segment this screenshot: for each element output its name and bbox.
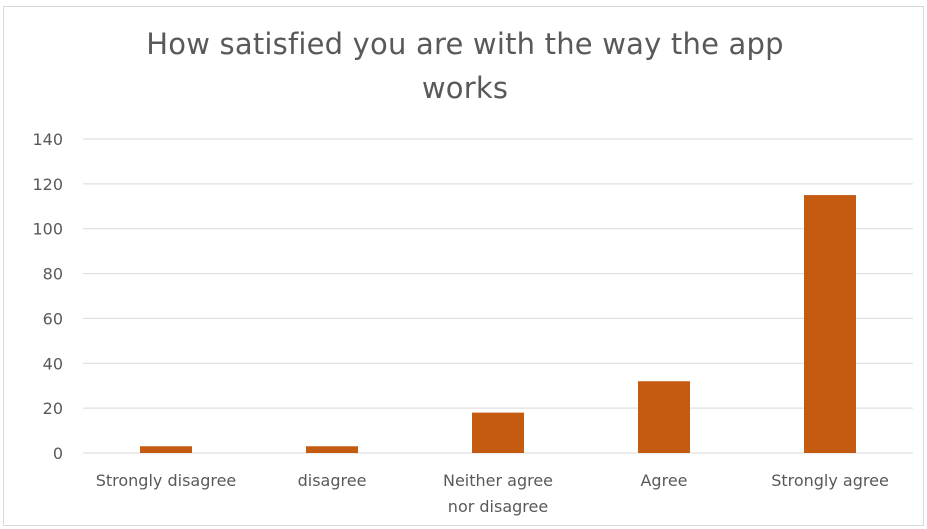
chart-title-line-2: works <box>421 71 509 105</box>
x-category-label: Agree <box>640 471 687 490</box>
bar-strongly-agree <box>804 195 856 454</box>
x-category-label: Neither agree <box>443 471 553 490</box>
x-category-label: Strongly agree <box>771 471 889 490</box>
chart-title-line-1: How satisfied you are with the way the a… <box>146 27 784 61</box>
y-tick-label: 80 <box>43 265 63 284</box>
y-tick-label: 60 <box>43 309 63 328</box>
y-tick-label: 20 <box>43 399 63 418</box>
x-category-label: Strongly disagree <box>96 471 237 490</box>
bar-neither-agree-nor-disagree <box>472 412 524 453</box>
chart-title: How satisfied you are with the way the a… <box>60 22 870 110</box>
y-tick-label: 140 <box>32 130 63 149</box>
gridlines <box>83 138 913 454</box>
y-tick-label: 120 <box>32 175 63 194</box>
bar-agree <box>638 381 690 453</box>
bars <box>140 195 856 454</box>
y-axis-ticks: 0 20 40 60 80 100 120 140 <box>32 130 63 463</box>
x-category-label: nor disagree <box>448 497 548 516</box>
x-axis-labels: Strongly disagree disagree Neither agree no… <box>96 471 889 516</box>
chart-frame <box>3 6 924 526</box>
y-tick-label: 40 <box>43 354 63 373</box>
y-tick-label: 0 <box>53 444 63 463</box>
bar-strongly-disagree <box>140 446 192 453</box>
x-category-label: disagree <box>298 471 367 490</box>
y-tick-label: 100 <box>32 220 63 239</box>
bar-disagree <box>306 446 358 453</box>
